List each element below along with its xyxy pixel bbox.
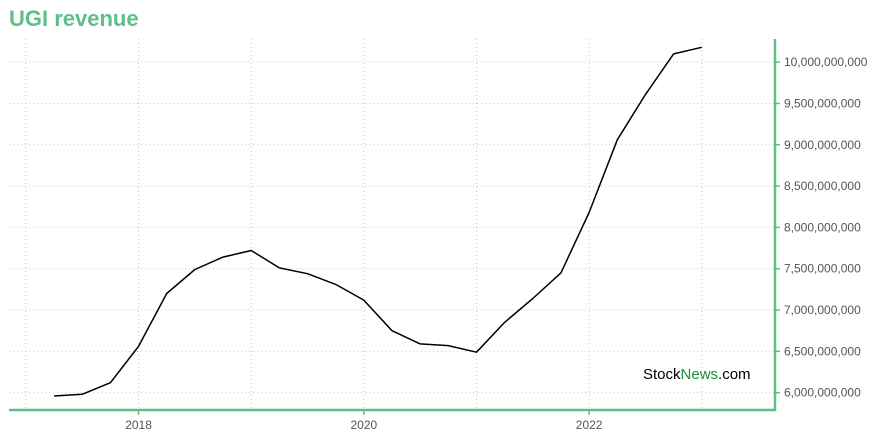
watermark-part2: News bbox=[681, 366, 719, 383]
y-axis-ticks: 6,000,000,000 6,500,000,000 7,000,000,000 7… bbox=[775, 55, 868, 400]
y-tick-label: 7,500,000,000 bbox=[784, 262, 861, 276]
y-tick-label: 6,000,000,000 bbox=[784, 386, 861, 400]
x-axis-ticks: 2018 2020 2022 bbox=[125, 410, 603, 432]
watermark-part1: Stock bbox=[643, 366, 681, 383]
revenue-series-line bbox=[54, 46, 702, 397]
x-tick-label: 2018 bbox=[125, 418, 152, 432]
gridlines bbox=[9, 39, 775, 410]
y-tick-label: 10,000,000,000 bbox=[784, 55, 868, 69]
watermark: StockNews.com bbox=[643, 366, 751, 383]
x-tick-label: 2022 bbox=[576, 418, 603, 432]
y-tick-label: 8,000,000,000 bbox=[784, 220, 861, 234]
y-tick-label: 9,000,000,000 bbox=[784, 138, 861, 152]
y-tick-label: 6,500,000,000 bbox=[784, 344, 861, 358]
y-tick-label: 7,000,000,000 bbox=[784, 303, 861, 317]
x-tick-label: 2020 bbox=[350, 418, 377, 432]
watermark-part3: .com bbox=[718, 366, 751, 383]
y-tick-label: 8,500,000,000 bbox=[784, 179, 861, 193]
y-tick-label: 9,500,000,000 bbox=[784, 96, 861, 110]
chart-title: UGI revenue bbox=[9, 6, 139, 31]
